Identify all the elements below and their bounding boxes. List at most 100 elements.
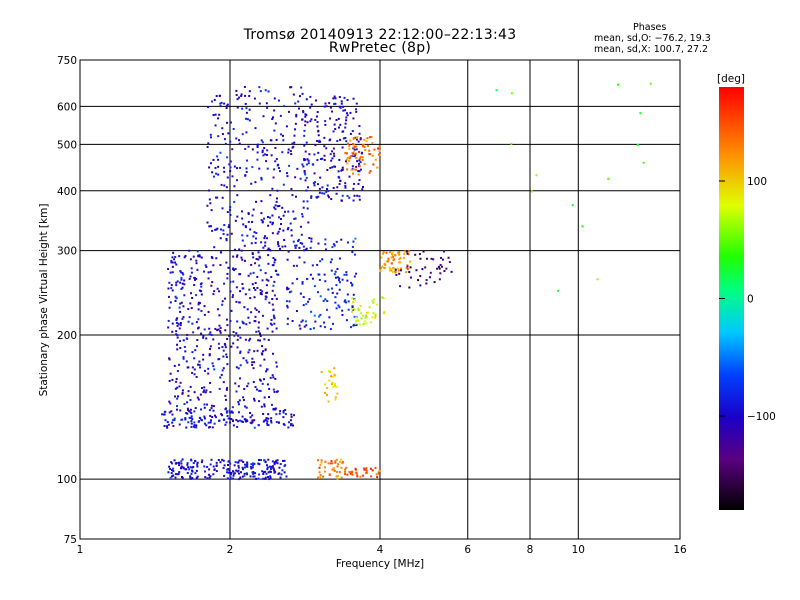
echo-point	[273, 294, 276, 297]
echo-point	[222, 349, 225, 352]
echo-point	[389, 269, 392, 272]
echo-point	[235, 469, 238, 472]
echo-point	[336, 186, 339, 189]
echo-point	[340, 100, 343, 103]
echo-point	[345, 466, 348, 469]
echo-point	[311, 264, 314, 267]
echo-point	[278, 466, 281, 469]
echo-point	[274, 208, 277, 211]
echo-point	[269, 376, 272, 379]
echo-point	[336, 465, 339, 468]
echo-point	[306, 200, 309, 203]
echo-point	[366, 311, 369, 314]
echo-point	[245, 107, 248, 110]
echo-point	[326, 300, 329, 303]
echo-point	[308, 153, 311, 156]
echo-point	[235, 137, 238, 140]
echo-point	[270, 323, 273, 326]
echo-point	[282, 214, 285, 217]
echo-point	[436, 267, 439, 270]
echo-point	[356, 475, 359, 478]
echo-point	[209, 381, 212, 384]
echo-point	[352, 155, 355, 158]
echo-point	[241, 133, 244, 136]
echo-point	[309, 246, 312, 249]
echo-point	[335, 458, 338, 461]
echo-point	[232, 470, 235, 473]
echo-point	[258, 389, 261, 392]
echo-point	[272, 376, 275, 379]
echo-point	[301, 319, 304, 322]
echo-point	[359, 168, 362, 171]
echo-point	[292, 424, 295, 427]
echo-point	[222, 418, 225, 421]
echo-point	[361, 145, 364, 148]
echo-point	[209, 345, 212, 348]
echo-point	[336, 140, 339, 143]
echo-point	[233, 334, 236, 337]
echo-point	[176, 280, 179, 283]
echo-point	[264, 470, 267, 473]
echo-point	[169, 372, 172, 375]
echo-point	[287, 287, 290, 290]
echo-point	[277, 99, 280, 102]
echo-point	[327, 288, 330, 291]
echo-point	[275, 297, 278, 300]
echo-point	[179, 322, 182, 325]
echo-point	[355, 165, 358, 168]
echo-point	[190, 420, 193, 423]
echo-point	[250, 467, 253, 470]
echo-point	[286, 286, 289, 289]
echo-point	[226, 211, 229, 214]
echo-point	[348, 196, 351, 199]
echo-point	[352, 146, 355, 149]
echo-point	[277, 273, 280, 276]
echo-point	[210, 407, 213, 410]
echo-point	[189, 476, 192, 479]
echo-point	[305, 303, 308, 306]
echo-point	[419, 284, 422, 287]
echo-point	[190, 292, 193, 295]
echo-point	[231, 148, 234, 151]
echo-point	[260, 212, 263, 215]
echo-point	[266, 216, 269, 219]
echo-point	[215, 257, 218, 260]
echo-point	[287, 151, 290, 154]
echo-point	[327, 194, 330, 197]
echo-point	[278, 412, 281, 415]
echo-point	[180, 278, 183, 281]
echo-point	[333, 469, 336, 472]
echo-point	[358, 132, 361, 135]
echo-point	[330, 375, 333, 378]
echo-point	[171, 289, 174, 292]
echo-point	[335, 385, 338, 388]
echo-point	[264, 244, 267, 247]
echo-point	[281, 469, 284, 472]
echo-point	[352, 97, 355, 100]
echo-point	[200, 419, 203, 422]
echo-point	[197, 301, 200, 304]
echo-point	[253, 475, 256, 478]
echo-point	[249, 412, 252, 415]
echo-point	[254, 127, 257, 130]
echo-point	[266, 420, 269, 423]
echo-point	[170, 410, 173, 413]
echo-point	[258, 332, 261, 335]
echo-point	[221, 300, 224, 303]
echo-point	[358, 159, 361, 162]
echo-point	[319, 295, 322, 298]
echo-point	[256, 144, 259, 147]
echo-point	[306, 207, 309, 210]
echo-point	[305, 176, 308, 179]
echo-point	[215, 172, 218, 175]
x-tick-label: 8	[527, 544, 534, 556]
echo-point	[312, 163, 315, 166]
echo-point	[352, 150, 355, 153]
echo-point	[332, 385, 335, 388]
echo-point	[261, 141, 264, 144]
echo-point	[305, 163, 308, 166]
echo-point	[359, 137, 362, 140]
echo-point	[227, 467, 230, 470]
echo-point	[356, 194, 359, 197]
echo-point	[234, 382, 237, 385]
